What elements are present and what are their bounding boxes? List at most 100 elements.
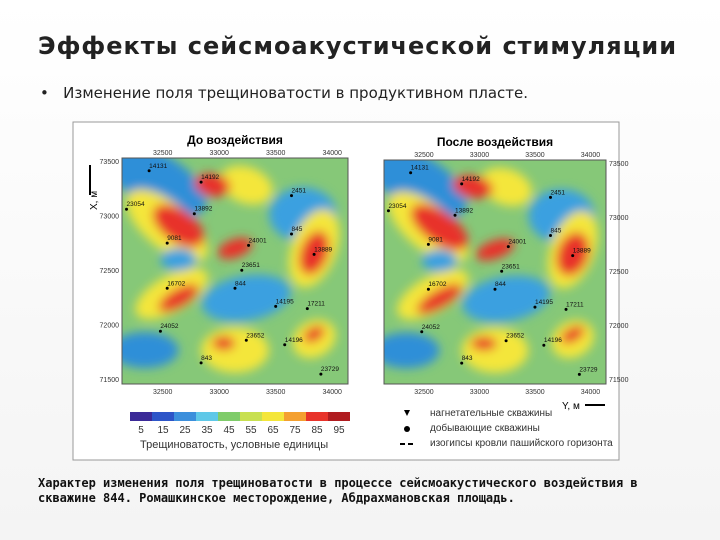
bullet: • Изменение поля трещиноватости в продук… (40, 84, 529, 102)
well-label: 14195 (276, 298, 294, 305)
colorbar-label: 95 (333, 425, 345, 436)
x-tick-label: 32500 (414, 152, 434, 159)
axis-label: Y, м (562, 401, 580, 412)
well-label: 845 (292, 226, 303, 233)
well-marker (453, 213, 457, 217)
x-tick-label: 33000 (470, 152, 490, 159)
well-marker (504, 339, 508, 343)
well-label: 24052 (160, 323, 178, 330)
well-label: 14195 (535, 299, 553, 306)
well-marker (290, 232, 293, 236)
map-field (384, 160, 598, 373)
well-label: 24052 (422, 324, 440, 331)
well-label: 14131 (149, 163, 167, 170)
colorbar-label: 45 (223, 425, 235, 436)
well-label: 24001 (249, 237, 267, 244)
colorbar-swatch (130, 412, 152, 421)
x-tick-label: 34000 (322, 150, 342, 157)
legend-label: нагнетательные скважины (430, 408, 552, 419)
well-label: 844 (495, 281, 506, 288)
well-marker (426, 287, 430, 291)
y-tick-label: 71500 (609, 377, 629, 384)
x-tick-label: 32500 (153, 389, 173, 396)
colorbar-swatch (152, 412, 174, 421)
map-blob (122, 332, 179, 369)
well-marker (233, 286, 237, 290)
x-tick-label: 32500 (153, 150, 173, 157)
colorbar-label: 25 (179, 425, 191, 436)
y-tick-label: 72500 (100, 268, 120, 275)
well-marker (549, 195, 552, 199)
well-label: 14196 (544, 337, 562, 344)
well-label: 24001 (508, 239, 526, 246)
well-marker (409, 171, 413, 175)
well-label: 23652 (246, 332, 264, 339)
x-tick-label: 33500 (266, 389, 286, 396)
map-blob (475, 238, 515, 261)
well-label: 843 (201, 355, 212, 362)
well-marker (192, 212, 196, 216)
well-label: 23651 (502, 263, 520, 270)
map-blob (410, 204, 469, 251)
y-tick-label: 72000 (609, 323, 629, 330)
well-label: 14131 (411, 165, 429, 172)
x-tick-label: 33000 (209, 150, 229, 157)
well-label: 16702 (428, 281, 446, 288)
well-marker (274, 304, 278, 308)
well-label: 17211 (307, 301, 325, 308)
map-blob (160, 248, 197, 271)
x-tick-label: 34000 (581, 389, 601, 396)
colorbar-label: 15 (157, 425, 169, 436)
well-label: 14192 (201, 174, 219, 181)
well-marker (564, 307, 568, 311)
y-tick-label: 73500 (100, 159, 120, 166)
y-tick-label: 72000 (100, 322, 120, 329)
map-blob (122, 158, 207, 218)
well-label: 17211 (566, 301, 584, 308)
well-label: 9081 (167, 235, 182, 242)
map-blob (212, 336, 235, 351)
panel-title: До воздействия (187, 133, 283, 147)
colorbar-swatch (240, 412, 262, 421)
well-marker (506, 245, 510, 249)
map-frame (383, 159, 607, 385)
map-blob (480, 167, 532, 207)
well-label: 845 (551, 227, 562, 234)
well-marker (319, 372, 323, 376)
map-field (122, 158, 340, 373)
y-tick-label: 73000 (609, 215, 629, 222)
well-label: 843 (462, 355, 473, 362)
well-marker (125, 207, 129, 211)
map-blob (556, 232, 590, 276)
caption: Характер изменения поля трещиноватости в… (38, 476, 638, 505)
x-tick-label: 33500 (525, 152, 545, 159)
well-marker (240, 268, 244, 272)
y-tick-label: 72500 (609, 269, 629, 276)
well-marker (571, 254, 575, 258)
colorbar-swatch (174, 412, 196, 421)
well-marker (426, 242, 430, 246)
y-tick-label: 71500 (100, 377, 120, 384)
well-label: 13892 (455, 207, 473, 214)
well-marker (460, 182, 464, 186)
well-marker (244, 338, 248, 342)
panel-title: После воздействия (437, 135, 553, 149)
x-tick-label: 33000 (209, 389, 229, 396)
x-tick-label: 33000 (470, 389, 490, 396)
well-marker (283, 343, 287, 347)
well-label: 23651 (242, 262, 260, 269)
x-tick-label: 34000 (322, 389, 342, 396)
colorbar-swatch (218, 412, 240, 421)
colorbar-swatch (284, 412, 306, 421)
well-marker (386, 209, 390, 213)
well-marker (420, 330, 424, 334)
map-blob (201, 274, 291, 322)
well-label: 844 (235, 280, 246, 287)
well-marker (247, 243, 251, 247)
map-blob (416, 283, 463, 314)
map-frame (121, 157, 349, 385)
well-label: 16702 (167, 280, 185, 287)
well-marker (500, 269, 504, 273)
